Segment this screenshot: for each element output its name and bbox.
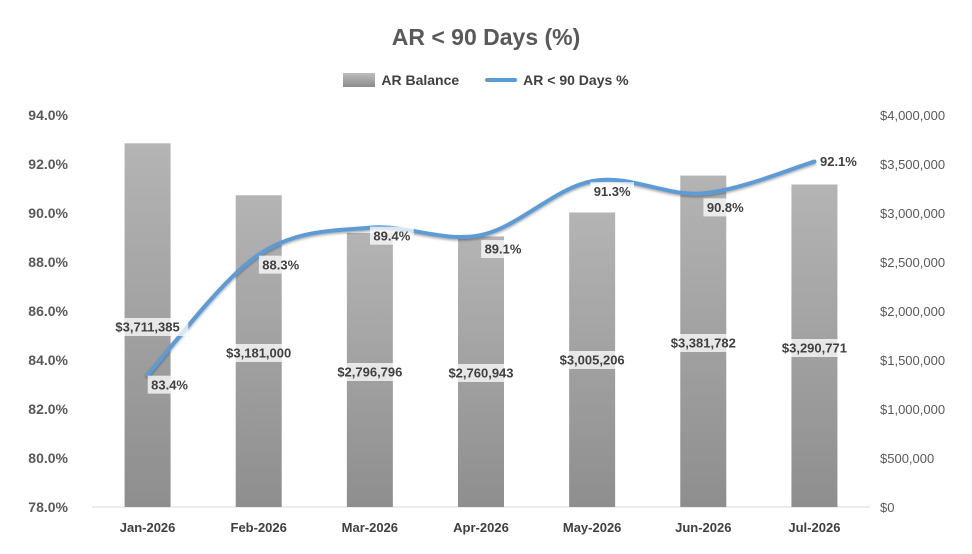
line-series [145, 159, 817, 377]
left-axis-tick-label: 84.0% [28, 352, 68, 368]
right-axis-tick-label: $3,500,000 [880, 157, 945, 172]
x-axis-tick-label: Jul-2026 [788, 520, 840, 535]
line-path [145, 159, 817, 377]
line-data-label: 90.8% [707, 200, 744, 215]
x-axis-tick-label: May-2026 [563, 520, 622, 535]
legend: AR Balance AR < 90 Days % [0, 72, 972, 88]
line-data-label-bg [147, 375, 192, 394]
right-axis-tick-label: $1,500,000 [880, 353, 945, 368]
chart-title: AR < 90 Days (%) [391, 24, 581, 50]
line-data-label: 92.1% [820, 154, 857, 169]
left-axis-tick-label: 80.0% [28, 450, 68, 466]
right-axis-tick-label: $500,000 [880, 451, 934, 466]
right-axis-tick-label: $2,000,000 [880, 304, 945, 319]
right-axis: $0 $500,000 $1,000,000 $1,500,000 $2,000,000… [880, 108, 945, 515]
bar-data-label-bg [106, 318, 189, 336]
x-axis-tick-label: Mar-2026 [342, 520, 398, 535]
bar-series [124, 143, 838, 507]
legend-label-ar-balance: AR Balance [381, 72, 460, 88]
x-axis-tick-label: Jan-2026 [120, 520, 176, 535]
left-axis-tick-label: 86.0% [28, 303, 68, 319]
line-data-label: 88.3% [262, 257, 299, 272]
bar-data-label-bg [440, 364, 522, 382]
line-data-label-bg [481, 240, 525, 259]
bar-data-label: $3,290,771 [782, 341, 847, 356]
left-axis: 78.0% 80.0% 82.0% 84.0% 86.0% 88.0% 90.0% 92.0%… [28, 107, 68, 515]
line-data-label: 83.4% [151, 377, 188, 392]
legend-swatch-bar [343, 73, 376, 87]
left-axis-tick-label: 88.0% [28, 254, 68, 270]
right-axis-tick-label: $3,000,000 [880, 206, 945, 221]
bar-data-label: $2,760,943 [448, 366, 513, 381]
right-axis-tick-label: $4,000,000 [880, 108, 945, 123]
bar-data-label-bg [773, 339, 856, 357]
line-data-label-bg [816, 152, 861, 171]
line-data-label-bg [258, 255, 303, 274]
data-labels: $3,711,385 $3,181,000 $2,796,796 $2,760,943… [106, 152, 861, 394]
bar-data-label: $2,796,796 [337, 365, 402, 380]
x-axis-tick-label: Feb-2026 [231, 520, 287, 535]
bar-data-label-bg [218, 344, 300, 362]
legend-item-ar-balance: AR Balance [343, 72, 459, 88]
left-axis-tick-label: 82.0% [28, 401, 68, 417]
line-data-label: 89.1% [485, 242, 522, 257]
left-axis-tick-label: 90.0% [28, 205, 68, 221]
right-axis-tick-label: $0 [880, 500, 894, 515]
bar-data-label-bg [551, 351, 633, 369]
x-axis-tick-label: Jun-2026 [675, 520, 731, 535]
line-data-label-bg [703, 198, 748, 217]
bar-data-label-bg [329, 363, 411, 381]
bar-data-label: $3,711,385 [115, 320, 179, 335]
bar-data-label: $3,381,782 [671, 336, 736, 351]
x-axis: Jan-2026 Feb-2026 Mar-2026 Apr-2026 May-2026… [120, 520, 841, 535]
legend-label-ar-90-days: AR < 90 Days % [523, 72, 629, 88]
legend-item-ar-90-days: AR < 90 Days % [485, 72, 629, 88]
line-data-label: 91.3% [594, 184, 631, 199]
line-data-label: 89.4% [373, 228, 410, 243]
line-data-label-bg [370, 226, 414, 245]
right-axis-tick-label: $1,000,000 [880, 402, 945, 417]
x-axis-tick-label: Apr-2026 [453, 520, 509, 535]
left-axis-tick-label: 92.0% [28, 156, 68, 172]
left-axis-tick-label: 94.0% [28, 107, 68, 123]
bar-data-label-bg [662, 334, 744, 352]
left-axis-tick-label: 78.0% [28, 499, 68, 515]
right-axis-tick-label: $2,500,000 [880, 255, 945, 270]
bar-data-label: $3,005,206 [560, 353, 625, 368]
legend-swatch-line [485, 78, 518, 82]
bar-data-label: $3,181,000 [226, 346, 291, 361]
line-data-label-bg [590, 182, 634, 201]
